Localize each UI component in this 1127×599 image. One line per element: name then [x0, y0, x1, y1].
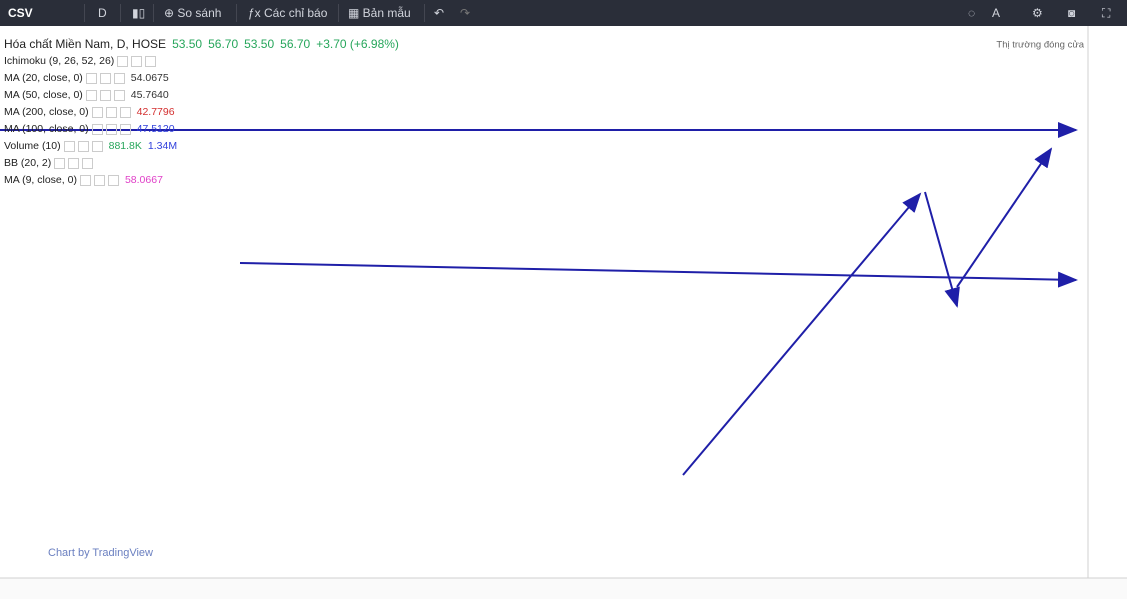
settings[interactable]: ⚙: [1032, 6, 1043, 20]
indicator-name: MA (20, close, 0): [4, 72, 83, 84]
ohlc-value: 53.50: [172, 37, 203, 51]
indicator-button: [117, 55, 129, 67]
legend-row: MA (50, close, 0) 45.7640: [4, 87, 399, 104]
indicators-label: Các chỉ báo: [264, 6, 328, 20]
indicator-value: 42.7796: [136, 106, 175, 118]
indicator-name: BB (20, 2): [4, 157, 52, 169]
indicator-button: [77, 140, 89, 152]
indicator-button: [93, 174, 105, 186]
indicator-button: [107, 174, 119, 186]
interval[interactable]: D: [98, 6, 107, 20]
indicator-button: [119, 123, 131, 135]
indicator-button: [131, 55, 143, 67]
indicator-name: MA (200, close, 0): [4, 106, 89, 118]
ohlc-value: 53.50: [244, 37, 275, 51]
indicator-value: 45.7640: [130, 89, 169, 101]
indicator-value: 54.0675: [130, 72, 169, 84]
legend-row: MA (9, close, 0) 58.0667: [4, 172, 399, 189]
legend-row: Ichimoku (9, 26, 52, 26): [4, 53, 399, 70]
price-axis: [1088, 26, 1127, 578]
indicator-name: Ichimoku (9, 26, 52, 26): [4, 55, 115, 67]
indicator-button: [119, 106, 131, 118]
arrow: [239, 262, 1078, 288]
arrow: [924, 191, 960, 308]
indicator-button: [113, 89, 125, 101]
indicator-button: [82, 157, 94, 169]
indicator-name: MA (9, close, 0): [4, 174, 77, 186]
snapshot[interactable]: ◙: [1068, 6, 1076, 20]
legend-row: Volume (10) 881.8K 1.34M: [4, 138, 399, 155]
indicator-button: [99, 89, 111, 101]
legend-row: MA (20, close, 0) 54.0675: [4, 70, 399, 87]
watermark: Chart by TradingView: [48, 547, 153, 559]
indicator-button: [99, 72, 111, 84]
candle-icon[interactable]: ▮▯: [132, 6, 146, 20]
indicator-button: [85, 72, 97, 84]
templates-label: Bản mẫu: [362, 6, 411, 20]
indicator-value: 47.5120: [136, 123, 175, 135]
market-status: Thị trường đóng cửa: [996, 40, 1084, 51]
templates[interactable]: ▦ Bản mẫu: [348, 6, 411, 20]
indicator-value: 881.8K: [108, 140, 142, 152]
indicator-button: [79, 174, 91, 186]
fullscreen[interactable]: ⛶: [1102, 6, 1111, 20]
indicator-button: [68, 157, 80, 169]
legend-row: MA (200, close, 0) 42.7796: [4, 104, 399, 121]
indicator-name: Volume (10): [4, 140, 61, 152]
indicator-button: [113, 72, 125, 84]
toolbar: CSV D ▮▯ ⊕ So sánh ƒx Các chỉ báo ▦ Bản …: [0, 0, 1127, 26]
indicator-value: 1.34M: [147, 140, 178, 152]
legend-row: MA (100, close, 0) 47.5120: [4, 121, 399, 138]
compare-label: So sánh: [177, 6, 222, 20]
indicator-button: [145, 55, 157, 67]
legend: Hóa chất Miền Nam, D, HOSE 53.50 56.70 53.5…: [4, 36, 399, 189]
undo[interactable]: ↶: [434, 6, 445, 20]
indicator-button: [63, 140, 75, 152]
indicator-button: [91, 140, 103, 152]
indicator-button: [105, 123, 117, 135]
change: +3.70 (+6.98%): [316, 37, 399, 51]
series-title: Hóa chất Miền Nam, D, HOSE: [4, 37, 167, 51]
legend-row: BB (20, 2): [4, 155, 399, 172]
time-axis: [0, 578, 1127, 599]
indicators[interactable]: ƒx Các chỉ báo: [248, 6, 328, 20]
indicator-name: MA (50, close, 0): [4, 89, 83, 101]
compare[interactable]: ⊕ So sánh: [164, 6, 222, 20]
indicator-button: [105, 106, 117, 118]
symbol[interactable]: CSV: [8, 6, 33, 20]
drawings: [0, 122, 1078, 476]
indicator-value: 58.0667: [124, 174, 163, 186]
redo[interactable]: ↷: [460, 6, 471, 20]
ohlc-value: 56.70: [280, 37, 311, 51]
indicator-button: [54, 157, 66, 169]
indicator-button: [85, 89, 97, 101]
legend-row: Hóa chất Miền Nam, D, HOSE 53.50 56.70 53.5…: [4, 36, 399, 53]
drawing-mode[interactable]: ◌: [968, 6, 976, 20]
arrow: [682, 192, 922, 476]
indicator-button: [91, 106, 103, 118]
ohlc-value: 56.70: [208, 37, 239, 51]
indicator-name: MA (100, close, 0): [4, 123, 89, 135]
alert-letter[interactable]: A: [992, 6, 1001, 20]
indicator-button: [91, 123, 103, 135]
arrow: [956, 147, 1053, 288]
